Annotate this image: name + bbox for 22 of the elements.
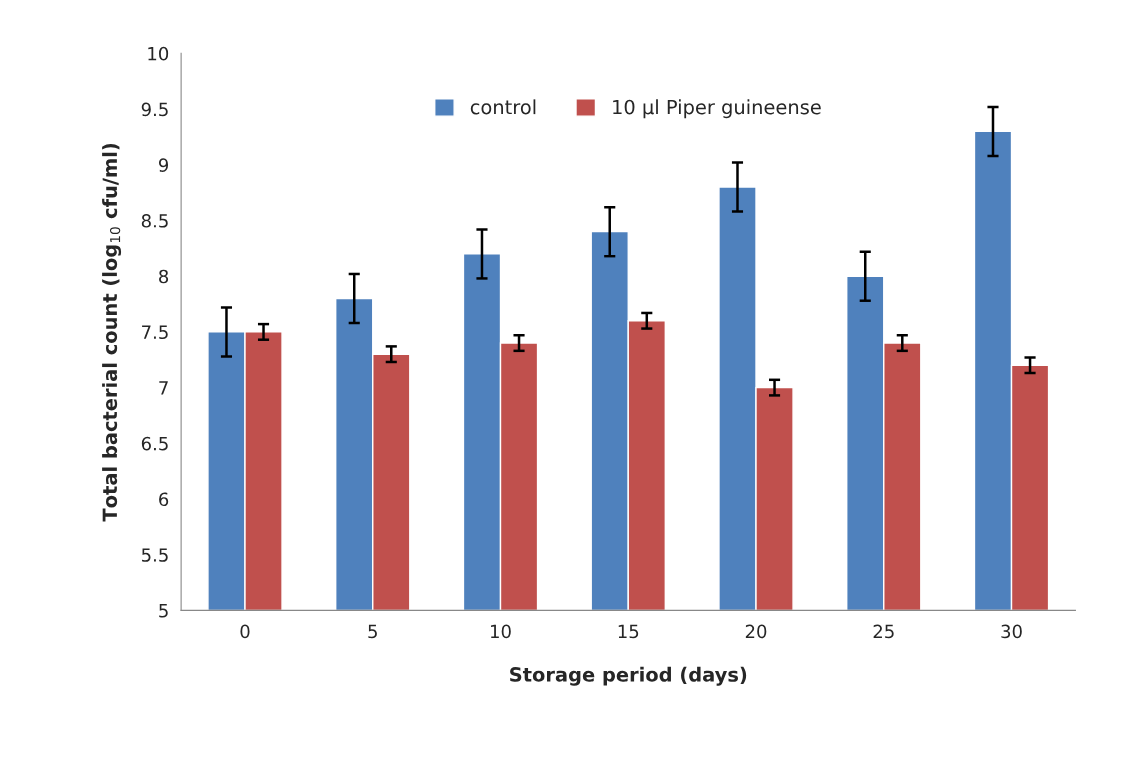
x-tick-label: 5 <box>368 624 377 639</box>
y-tick-label: 6 <box>159 492 169 507</box>
y-tick-label: 8.5 <box>141 213 168 228</box>
x-tick-label: 20 <box>745 624 767 639</box>
x-tick-label: 25 <box>873 624 894 639</box>
y-axis-title: Total bacterial count (log$_{10}$ cfu/ml) <box>102 143 122 522</box>
y-tick-label: 8 <box>159 269 169 284</box>
x-tick-label: 10 <box>491 624 511 639</box>
legend-label: control <box>470 99 536 115</box>
x-tick-label: 0 <box>240 624 250 639</box>
legend-label: 10 µl Piper guineense <box>613 99 821 119</box>
y-tick-label: 5.5 <box>141 548 168 562</box>
y-tick-label: 5 <box>159 604 168 618</box>
x-axis-title: Storage period (days) <box>510 666 747 686</box>
y-tick-label: 7 <box>159 381 168 395</box>
y-tick-label: 10 <box>148 46 169 61</box>
y-tick-label: 9 <box>158 158 169 172</box>
x-tick-label: 15 <box>618 624 639 639</box>
y-tick-label: 6.5 <box>141 436 168 451</box>
y-tick-label: 7.5 <box>142 325 168 340</box>
y-tick-label: 9.5 <box>141 102 168 117</box>
x-tick-label: 30 <box>1001 624 1022 639</box>
